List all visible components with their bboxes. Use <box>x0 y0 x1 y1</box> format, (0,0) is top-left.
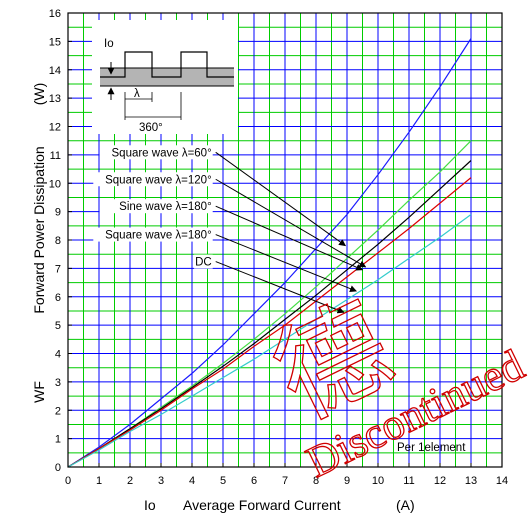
annotation-label-3: Sine wave λ=180° <box>119 201 212 213</box>
inset-period-label: 360° <box>139 122 163 134</box>
x-axis-label: Average Forward Current <box>183 497 341 513</box>
y-tick-label: 9 <box>55 207 61 219</box>
x-axis-unit: (A) <box>396 497 415 513</box>
annotation-arrow-5 <box>215 261 345 314</box>
series-line-3 <box>67 160 472 468</box>
annotation-background <box>93 172 213 187</box>
y-axis-symbol: WF <box>31 381 47 403</box>
y-tick-label: 7 <box>55 263 61 275</box>
y-tick-label: 0 <box>55 462 61 474</box>
x-tick-labels: 0 1 2 3 4 5 6 7 8 9 10 11 12 13 14 <box>65 463 508 487</box>
y-tick-label: 2 <box>55 405 61 417</box>
y-tick-label: 5 <box>55 320 61 332</box>
annotation-label-2: Square wave λ=120° <box>105 174 212 186</box>
annotation-label-5: DC <box>195 257 212 269</box>
x-tick-label: 6 <box>251 475 257 487</box>
x-tick-label: 9 <box>344 475 350 487</box>
annotation-background <box>194 254 213 269</box>
annotation-label-4: Square wave λ=180° <box>105 230 212 242</box>
series-line-4 <box>67 177 472 468</box>
plot-frame <box>67 12 503 468</box>
annotation-background <box>99 199 213 214</box>
x-tick-label: 10 <box>372 475 384 487</box>
y-tick-label: 10 <box>49 178 61 190</box>
y-axis-unit: (W) <box>31 83 47 106</box>
annotation-background <box>99 145 213 160</box>
y-tick-label: 11 <box>50 150 61 162</box>
y-tick-label: 1 <box>55 434 61 446</box>
x-tick-label: 7 <box>282 475 288 487</box>
series-lines <box>67 38 472 468</box>
x-tick-label: 5 <box>220 475 226 487</box>
y-tick-label: 4 <box>55 349 61 361</box>
series-line-5 <box>67 214 472 468</box>
per-element-note: Per 1element <box>397 442 466 454</box>
x-axis-symbol: Io <box>144 497 156 513</box>
y-tick-label: 14 <box>49 65 61 77</box>
waveform-inset: Io λ 360° <box>92 20 238 134</box>
y-tick-label: 3 <box>55 377 61 389</box>
x-tick-label: 0 <box>65 475 71 487</box>
y-tick-label: 13 <box>49 93 61 105</box>
y-tick-label: 6 <box>55 292 61 304</box>
annotation-label-1: Square wave λ=60° <box>112 147 212 159</box>
y-tick-label: 8 <box>55 235 61 247</box>
y-axis-title: WF Forward Power Dissipation (W) <box>31 83 47 403</box>
annotation-background <box>93 227 213 242</box>
x-tick-label: 2 <box>127 475 133 487</box>
x-tick-label: 4 <box>189 475 195 487</box>
x-tick-label: 14 <box>496 475 508 487</box>
x-tick-label: 8 <box>313 475 319 487</box>
curve-annotations: Square wave λ=60° Square wave λ=120° Sine … <box>93 145 367 314</box>
x-tick-label: 11 <box>403 475 414 487</box>
y-tick-label: 16 <box>49 8 61 20</box>
inset-width-label: λ <box>134 88 140 100</box>
series-line-1 <box>67 38 472 468</box>
annotation-arrow-3 <box>215 205 364 271</box>
x-tick-label: 3 <box>158 475 164 487</box>
annotation-arrow-2 <box>215 178 367 268</box>
x-tick-label: 1 <box>96 475 102 487</box>
y-tick-label: 15 <box>49 36 61 48</box>
inset-io-label: Io <box>104 38 114 50</box>
annotation-arrow-1 <box>215 151 347 247</box>
annotation-arrow-4 <box>215 234 357 292</box>
y-axis-label: Forward Power Dissipation <box>31 146 47 313</box>
inset-pulse-train <box>100 51 234 78</box>
x-tick-label: 12 <box>434 475 446 487</box>
y-tick-label: 12 <box>49 122 61 134</box>
x-tick-label: 13 <box>465 475 477 487</box>
